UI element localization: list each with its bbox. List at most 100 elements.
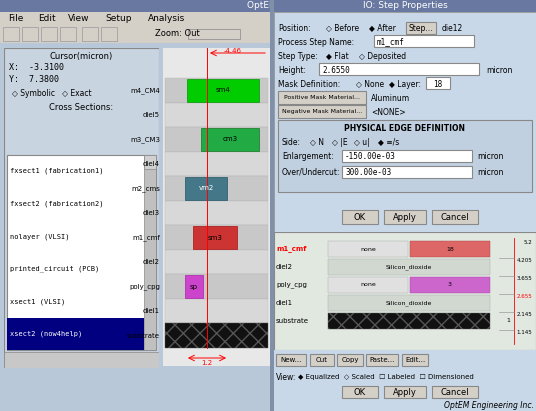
Text: IO: Step Properties: IO: Step Properties (363, 2, 448, 11)
Bar (278, 120, 532, 192)
Text: Edit...: Edit... (405, 357, 425, 363)
Bar (187, 79, 259, 102)
Text: ◆ ≡/s: ◆ ≡/s (378, 138, 399, 146)
Text: ◇ Deposited: ◇ Deposited (359, 51, 406, 60)
Bar (165, 201, 268, 225)
Text: sm3: sm3 (207, 235, 222, 240)
Text: ◇ N: ◇ N (310, 138, 324, 146)
Text: sp: sp (190, 284, 198, 290)
Text: New...: New... (280, 357, 302, 363)
Text: ◆ After: ◆ After (369, 23, 396, 32)
Text: Silicon_dioxide: Silicon_dioxide (386, 264, 432, 270)
Text: substrate: substrate (127, 333, 160, 339)
Text: Copy: Copy (341, 357, 359, 363)
Text: 1: 1 (506, 319, 510, 323)
Text: Step...: Step... (409, 23, 433, 32)
Text: sm4: sm4 (215, 87, 230, 93)
Text: Mask Definition:: Mask Definition: (278, 79, 340, 88)
Text: m2_cms: m2_cms (131, 185, 160, 192)
Text: none: none (360, 247, 376, 252)
Bar (276, 354, 306, 366)
Text: Step Type:: Step Type: (278, 51, 318, 60)
Text: OptEM ID: OptEM ID (247, 2, 289, 11)
Bar (278, 91, 366, 104)
Text: Setup: Setup (105, 14, 131, 23)
Bar (41, 27, 57, 41)
Text: OK: OK (354, 388, 366, 397)
Text: Apply: Apply (393, 388, 417, 397)
Text: Analysis: Analysis (148, 14, 185, 23)
Bar (144, 155, 156, 169)
Text: fxsect2 (fabrication2): fxsect2 (fabrication2) (10, 201, 103, 207)
Bar (165, 78, 268, 103)
Text: -150.00e-03: -150.00e-03 (345, 152, 396, 161)
Text: 2.6550: 2.6550 (322, 65, 350, 74)
Text: Aluminum: Aluminum (371, 93, 410, 102)
Bar (328, 295, 490, 311)
Text: 1.145: 1.145 (516, 330, 532, 335)
Bar (165, 250, 268, 275)
Bar (22, 27, 38, 41)
Text: nolayer (VLSI): nolayer (VLSI) (10, 233, 70, 240)
Text: 4.205: 4.205 (516, 258, 532, 263)
Text: poly_cpg: poly_cpg (129, 283, 160, 290)
Text: Positive Mask Material...: Positive Mask Material... (284, 95, 360, 100)
Text: ◆ Equalized  ◇ Scaled  ☐ Labeled  ☐ Dimensioned: ◆ Equalized ◇ Scaled ☐ Labeled ☐ Dimensi… (298, 374, 474, 380)
Bar (185, 177, 227, 200)
Bar (342, 210, 378, 224)
Text: 5.2: 5.2 (523, 240, 532, 245)
Text: Apply: Apply (393, 212, 417, 222)
Text: ◇ Symbolic   ◇ Exact: ◇ Symbolic ◇ Exact (12, 90, 92, 99)
Text: Height:: Height: (278, 65, 306, 74)
Bar (342, 386, 378, 398)
Text: Silicon_dioxide: Silicon_dioxide (386, 300, 432, 306)
Bar (328, 277, 408, 293)
Bar (342, 150, 472, 162)
Bar (165, 275, 268, 299)
Bar (410, 241, 490, 257)
Bar (278, 105, 366, 118)
Bar (319, 63, 479, 75)
Text: Cancel: Cancel (441, 212, 470, 222)
Text: m1_cmf: m1_cmf (377, 37, 405, 46)
Text: 18: 18 (434, 79, 443, 88)
Text: X:  -3.3100: X: -3.3100 (9, 64, 64, 72)
Text: ◇ None: ◇ None (356, 79, 384, 88)
Text: micron: micron (477, 152, 503, 161)
Text: poly_cpg: poly_cpg (276, 282, 307, 289)
Text: m1_cmf: m1_cmf (276, 245, 307, 252)
Bar (366, 354, 398, 366)
Text: ◇ Before: ◇ Before (326, 23, 359, 32)
Text: xsect2 (now4help): xsect2 (now4help) (10, 330, 82, 337)
Text: OptEM Engineering Inc.: OptEM Engineering Inc. (444, 401, 534, 410)
Bar (7, 318, 144, 350)
Bar (426, 77, 450, 89)
Text: die12: die12 (442, 23, 463, 32)
Text: xsect1 (VLSI): xsect1 (VLSI) (10, 298, 65, 305)
Text: Process Step Name:: Process Step Name: (278, 37, 354, 46)
Text: diel3: diel3 (143, 210, 160, 216)
Text: diel4: diel4 (143, 161, 160, 167)
Text: diel5: diel5 (143, 112, 160, 118)
Text: none: none (360, 282, 376, 288)
Text: Cross Sections:: Cross Sections: (49, 104, 114, 113)
Bar (374, 35, 474, 47)
Text: Over/Undercut:: Over/Undercut: (282, 168, 340, 176)
Text: <NONE>: <NONE> (371, 108, 406, 116)
Text: 1.2: 1.2 (202, 360, 213, 366)
Bar (432, 386, 478, 398)
Bar (7, 155, 156, 350)
Text: m4_CM4: m4_CM4 (130, 87, 160, 94)
Bar (165, 127, 268, 152)
Text: ◇ |E: ◇ |E (332, 138, 348, 146)
Bar (165, 176, 268, 201)
Text: m1_cmf: m1_cmf (132, 234, 160, 241)
Bar (165, 299, 268, 323)
Bar (432, 210, 478, 224)
Bar (193, 226, 237, 249)
Text: Side:: Side: (282, 138, 301, 146)
Bar (165, 103, 268, 127)
Bar (165, 225, 268, 250)
Bar (406, 22, 436, 34)
Bar (328, 241, 408, 257)
